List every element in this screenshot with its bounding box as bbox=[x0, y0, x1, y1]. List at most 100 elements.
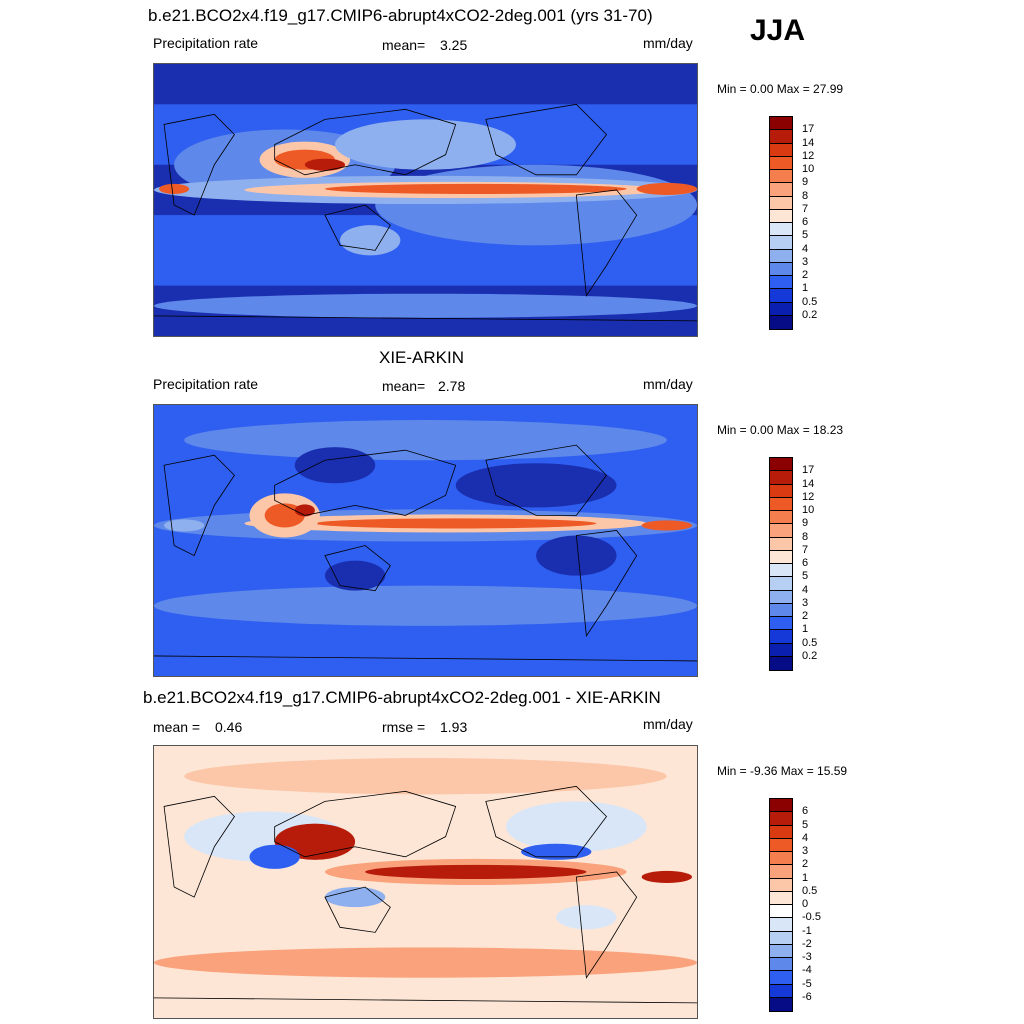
panel2-variable-label: Precipitation rate bbox=[153, 376, 259, 392]
panel2-mean-label: mean= bbox=[382, 378, 426, 394]
panel1-colorbar-tick-label: 5 bbox=[802, 229, 809, 242]
panel1-map-svg bbox=[154, 64, 697, 336]
panel3-colorbar-swatch bbox=[770, 984, 792, 998]
panel1-units: mm/day bbox=[643, 35, 693, 51]
panel3-rmse-label: rmse = bbox=[382, 719, 426, 735]
panel2-colorbar-tick-label: 0.5 bbox=[802, 636, 818, 649]
panel1-colorbar-swatch bbox=[770, 117, 792, 131]
panel2-colorbar-swatch bbox=[770, 550, 792, 564]
panel3-mean-value: 0.46 bbox=[215, 719, 243, 735]
panel3-colorbar-tick-label: -1 bbox=[802, 924, 812, 937]
panel2-colorbar-swatch bbox=[770, 537, 792, 551]
panel3-colorbar-swatch bbox=[770, 878, 792, 892]
panel2-colorbar-tick-label: 1 bbox=[802, 623, 809, 636]
panel2-colorbar-swatch bbox=[770, 471, 792, 485]
panel1-colorbar-tick-label: 9 bbox=[802, 176, 809, 189]
panel3-colorbar-tick-label: 2 bbox=[802, 858, 809, 871]
panel3-colorbar-swatch bbox=[770, 971, 792, 985]
panel3-colorbar-tick-label: -3 bbox=[802, 951, 812, 963]
panel3-title: b.e21.BCO2x4.f19_g17.CMIP6-abrupt4xCO2-2… bbox=[143, 688, 661, 707]
panel1-minmax: Min = 0.00 Max = 27.99 bbox=[717, 82, 844, 96]
panel2-title: XIE-ARKIN bbox=[379, 348, 465, 367]
panel1-colorbar-swatch bbox=[770, 262, 792, 276]
panel3-colorbar-tick-label: 6 bbox=[802, 805, 809, 818]
panel2-colorbar-swatch bbox=[770, 564, 792, 578]
panel2-colorbar-tick-label: 7 bbox=[802, 543, 809, 556]
panel3-mean-label: mean = bbox=[153, 719, 201, 735]
panel3-map bbox=[153, 745, 698, 1019]
panel1-colorbar-swatch bbox=[770, 236, 792, 250]
panel3-rmse-value: 1.93 bbox=[440, 719, 468, 735]
panel2-map-svg bbox=[154, 405, 697, 676]
panel1-colorbar-tick-label: 0.2 bbox=[802, 308, 818, 321]
panel3-colorbar-swatch bbox=[770, 852, 792, 866]
panel3-units: mm/day bbox=[643, 716, 693, 732]
panel2-minmax: Min = 0.00 Max = 18.23 bbox=[717, 423, 844, 437]
panel1-colorbar bbox=[769, 116, 793, 330]
panel1-colorbar-tick-label: 10 bbox=[802, 163, 815, 175]
panel1-colorbar-swatch bbox=[770, 170, 792, 184]
panel2-colorbar-swatch bbox=[770, 643, 792, 657]
panel3-colorbar-tick-label: 1 bbox=[802, 871, 809, 884]
panel1-colorbar-swatch bbox=[770, 276, 792, 290]
panel1-colorbar-swatch bbox=[770, 196, 792, 210]
panel1-colorbar-swatch bbox=[770, 302, 792, 316]
panel3-colorbar-tick-label: 0.5 bbox=[802, 884, 818, 897]
panel3-colorbar-swatch bbox=[770, 891, 792, 905]
panel1-colorbar-swatch bbox=[770, 130, 792, 144]
panel2-colorbar-swatch bbox=[770, 497, 792, 511]
panel2-colorbar-tick-label: 12 bbox=[802, 490, 815, 503]
panel3-colorbar-tick-label: 4 bbox=[802, 831, 809, 844]
panel2-colorbar-tick-label: 17 bbox=[802, 464, 815, 477]
panel1-colorbar-tick-label: 2 bbox=[802, 269, 809, 281]
panel3-colorbar-swatch bbox=[770, 799, 792, 813]
panel2-colorbar-swatch bbox=[770, 630, 792, 644]
panel3-colorbar-swatch bbox=[770, 997, 792, 1011]
panel1-colorbar-swatch bbox=[770, 289, 792, 303]
panel1-map bbox=[153, 63, 698, 337]
panel3-colorbar-swatch bbox=[770, 931, 792, 945]
panel2-colorbar-swatch bbox=[770, 511, 792, 525]
panel2-precip-field bbox=[154, 405, 697, 626]
panel2-colorbar-swatch bbox=[770, 590, 792, 604]
panel1-colorbar-tick-label: 7 bbox=[802, 202, 809, 215]
panel3-coastlines bbox=[154, 785, 697, 1004]
panel2-colorbar-swatch bbox=[770, 656, 792, 670]
panel3-colorbar-swatch bbox=[770, 838, 792, 852]
panel3-minmax: Min = -9.36 Max = 15.59 bbox=[717, 764, 848, 778]
panel2-map bbox=[153, 404, 698, 677]
panel3-colorbar-tick-label: -2 bbox=[802, 937, 812, 950]
panel2-colorbar-swatch bbox=[770, 458, 792, 472]
panel3-colorbar bbox=[769, 798, 793, 1012]
panel2-colorbar-tick-label: 8 bbox=[802, 530, 809, 543]
panel3-colorbar-tick-label: 0 bbox=[802, 898, 809, 910]
panel2-colorbar-tick-label: 3 bbox=[802, 596, 809, 609]
panel1-colorbar-swatch bbox=[770, 143, 792, 157]
panel2-colorbar-swatch bbox=[770, 524, 792, 538]
panel1-colorbar-tick-label: 8 bbox=[802, 189, 809, 202]
season-label: JJA bbox=[750, 14, 806, 47]
panel2-colorbar-tick-label: 2 bbox=[802, 610, 809, 622]
panel2-colorbar-swatch bbox=[770, 617, 792, 631]
panel1-colorbar-swatch bbox=[770, 156, 792, 170]
panel3-colorbar-swatch bbox=[770, 825, 792, 839]
panel1-colorbar-tick-label: 12 bbox=[802, 149, 815, 162]
panel2-units: mm/day bbox=[643, 376, 693, 392]
panel1-mean-value: 3.25 bbox=[440, 37, 468, 53]
panel2-colorbar-tick-label: 9 bbox=[802, 517, 809, 530]
panel2-mean-value: 2.78 bbox=[438, 378, 466, 394]
panel1-colorbar-swatch bbox=[770, 209, 792, 223]
panel1-colorbar-swatch bbox=[770, 315, 792, 329]
panel1-colorbar-tick-label: 14 bbox=[802, 136, 815, 149]
panel3-colorbar-tick-label: 3 bbox=[802, 845, 809, 857]
panel1-colorbar-swatch bbox=[770, 249, 792, 263]
panel2-colorbar bbox=[769, 457, 793, 671]
panel3-colorbar-swatch bbox=[770, 905, 792, 919]
panel2-coastlines bbox=[154, 444, 697, 662]
panel2-colorbar-tick-label: 0.2 bbox=[802, 649, 818, 662]
panel3-colorbar-tick-label: -4 bbox=[802, 964, 812, 977]
panel3-colorbar-swatch bbox=[770, 865, 792, 879]
panel2-colorbar-swatch bbox=[770, 577, 792, 591]
panel2-colorbar-tick-label: 14 bbox=[802, 477, 815, 490]
panel3-colorbar-tick-label: -6 bbox=[802, 990, 812, 1003]
